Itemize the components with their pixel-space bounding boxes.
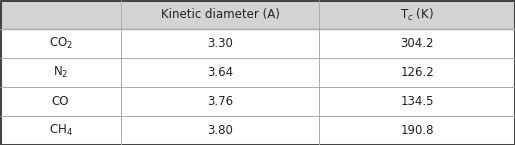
Text: 304.2: 304.2 — [400, 37, 434, 50]
Text: 3.64: 3.64 — [207, 66, 233, 79]
Bar — [0, 58, 515, 87]
Bar — [121, 0, 319, 29]
Bar — [0, 116, 515, 145]
Text: T$_c$ (K): T$_c$ (K) — [400, 6, 434, 23]
Text: CH$_4$: CH$_4$ — [48, 123, 73, 138]
Bar — [0, 87, 515, 116]
Text: CO$_2$: CO$_2$ — [48, 36, 73, 51]
Text: 134.5: 134.5 — [400, 95, 434, 108]
Bar — [319, 0, 515, 29]
Text: CO: CO — [52, 95, 69, 108]
Text: 126.2: 126.2 — [400, 66, 434, 79]
Bar — [0, 29, 515, 58]
Bar — [0, 0, 121, 29]
Text: 190.8: 190.8 — [400, 124, 434, 137]
Text: 3.30: 3.30 — [207, 37, 233, 50]
Text: 3.76: 3.76 — [207, 95, 233, 108]
Text: 3.80: 3.80 — [207, 124, 233, 137]
Text: N$_2$: N$_2$ — [53, 65, 68, 80]
Text: Kinetic diameter (A): Kinetic diameter (A) — [161, 8, 280, 21]
